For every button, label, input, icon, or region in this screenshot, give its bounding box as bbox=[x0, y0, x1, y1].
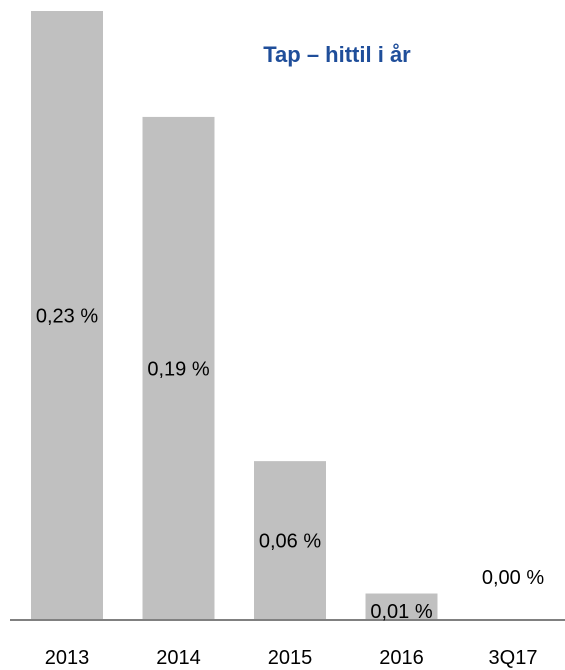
data-label-2016: 0,01 % bbox=[370, 601, 432, 623]
data-label-2013: 0,23 % bbox=[36, 306, 98, 328]
bar-2014 bbox=[142, 116, 215, 621]
x-tick-label-2015: 2015 bbox=[268, 647, 313, 669]
x-tick-label-2016: 2016 bbox=[379, 647, 424, 669]
data-label-3Q17: 0,00 % bbox=[482, 567, 544, 589]
x-tick-label-3Q17: 3Q17 bbox=[489, 647, 538, 669]
bar-2016 bbox=[365, 593, 438, 620]
x-tick-label-2013: 2013 bbox=[45, 647, 90, 669]
bar-2013 bbox=[31, 11, 103, 620]
bars-group bbox=[31, 11, 438, 621]
data-labels-group: 0,23 % 0,19 % 0,06 % 0,01 % 0,00 % bbox=[36, 306, 544, 624]
x-tick-label-2014: 2014 bbox=[156, 647, 201, 669]
data-label-2014: 0,19 % bbox=[147, 358, 209, 380]
chart-title: Tap – hittil i år bbox=[263, 42, 411, 67]
x-tick-labels-group: 2013 2014 2015 2016 3Q17 bbox=[45, 647, 538, 669]
data-label-2015: 0,06 % bbox=[259, 531, 321, 553]
bar-2015 bbox=[254, 461, 326, 620]
